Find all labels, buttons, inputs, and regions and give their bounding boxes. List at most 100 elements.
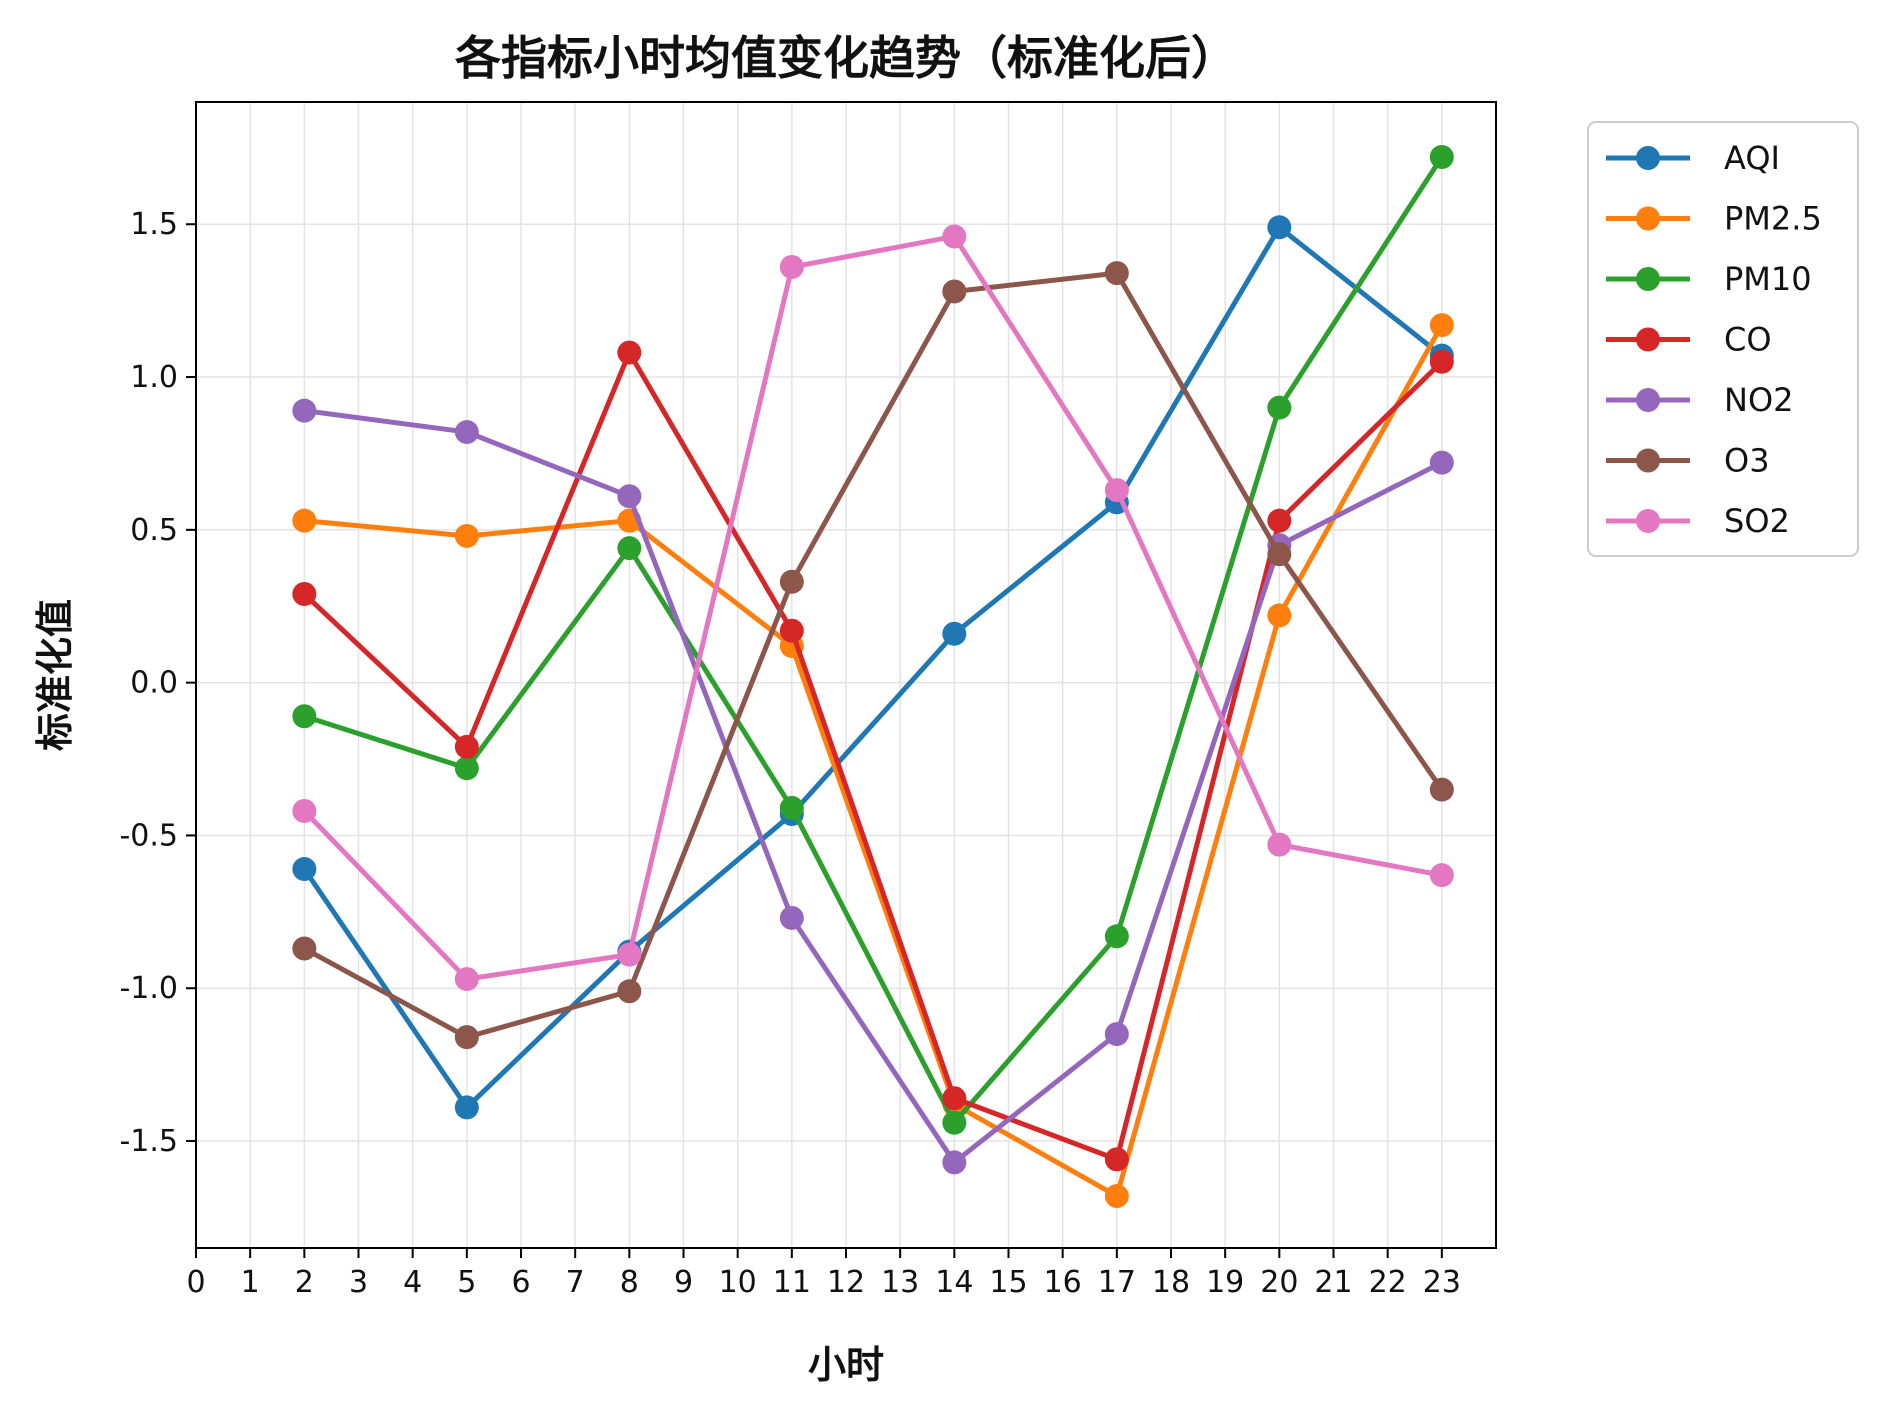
y-tick-label: -1.5 xyxy=(119,1124,178,1159)
data-point xyxy=(1267,542,1292,567)
data-point xyxy=(1104,1022,1129,1047)
series-line xyxy=(301,154,1445,1126)
data-point xyxy=(617,340,642,365)
data-point xyxy=(942,1150,967,1175)
data-point xyxy=(617,979,642,1004)
legend: AQI PM2.5 PM10 CO NO2 O3 SO2 xyxy=(1587,121,1859,557)
legend-label: AQI xyxy=(1724,139,1780,177)
legend-marker xyxy=(1636,327,1660,352)
x-tick-label: 14 xyxy=(935,1265,973,1300)
data-point xyxy=(292,398,317,423)
data-point xyxy=(1104,1184,1129,1209)
y-tick-label: -1.0 xyxy=(119,971,178,1006)
data-point xyxy=(1429,450,1454,475)
x-tick-label: 21 xyxy=(1314,1265,1352,1300)
data-point xyxy=(1267,215,1292,240)
data-point xyxy=(292,936,317,961)
data-point xyxy=(454,734,479,759)
series-line xyxy=(301,233,1445,982)
data-point xyxy=(942,621,967,646)
data-point xyxy=(454,420,479,445)
data-point xyxy=(1104,1147,1129,1172)
data-point xyxy=(1104,924,1129,949)
data-point xyxy=(1429,349,1454,374)
x-tick-label: 23 xyxy=(1423,1265,1461,1300)
x-tick-label: 19 xyxy=(1206,1265,1244,1300)
data-point xyxy=(942,1086,967,1111)
legend-box xyxy=(1587,121,1859,557)
x-tick-label: 20 xyxy=(1260,1265,1298,1300)
x-tick-label: 0 xyxy=(186,1265,205,1300)
x-tick-label: 3 xyxy=(349,1265,368,1300)
chart-title: 各指标小时均值变化趋势（标准化后） xyxy=(455,31,1237,85)
data-point xyxy=(292,508,317,533)
x-tick-label: 22 xyxy=(1369,1265,1407,1300)
data-point xyxy=(942,279,967,304)
data-point xyxy=(617,484,642,509)
data-point xyxy=(779,905,804,930)
data-point xyxy=(942,1110,967,1135)
legend-item: AQI xyxy=(1606,139,1780,177)
x-tick-label: 11 xyxy=(773,1265,811,1300)
x-tick-label: 18 xyxy=(1152,1265,1190,1300)
data-point xyxy=(292,704,317,729)
legend-marker xyxy=(1636,448,1660,473)
legend-marker xyxy=(1636,509,1660,533)
x-tick-label: 2 xyxy=(295,1265,314,1300)
x-tick-label: 4 xyxy=(403,1265,422,1300)
data-point xyxy=(779,255,804,280)
data-point xyxy=(1104,261,1129,286)
x-tick-label: 17 xyxy=(1098,1265,1136,1300)
series-so2 xyxy=(292,224,1454,992)
data-point xyxy=(942,224,967,249)
data-point xyxy=(1267,395,1292,420)
legend-label: PM2.5 xyxy=(1724,200,1822,238)
y-axis-ticks: -1.5 -1.0 -0.5 0.0 0.5 1.0 1.5 xyxy=(119,207,196,1159)
series-line xyxy=(301,224,1445,1110)
x-tick-label: 9 xyxy=(674,1265,693,1300)
x-tick-label: 16 xyxy=(1044,1265,1082,1300)
grid xyxy=(195,102,1496,1248)
data-point xyxy=(454,1025,479,1050)
x-tick-label: 12 xyxy=(827,1265,865,1300)
series-o3 xyxy=(292,261,1454,1050)
legend-label: SO2 xyxy=(1724,502,1790,540)
x-axis-label: 小时 xyxy=(808,1343,884,1387)
legend-item: CO xyxy=(1606,321,1772,359)
y-tick-label: 0.5 xyxy=(130,513,178,548)
data-point xyxy=(1267,508,1292,533)
data-point xyxy=(454,756,479,781)
data-point xyxy=(779,618,804,643)
legend-label: CO xyxy=(1724,321,1772,359)
legend-marker xyxy=(1636,206,1660,231)
legend-item: SO2 xyxy=(1606,502,1790,540)
y-tick-label: 1.0 xyxy=(130,360,178,395)
data-point xyxy=(454,967,479,992)
data-point xyxy=(617,536,642,561)
data-point xyxy=(779,569,804,594)
x-tick-label: 6 xyxy=(511,1265,530,1300)
series-line xyxy=(301,270,1445,1040)
x-tick-label: 13 xyxy=(881,1265,919,1300)
data-point xyxy=(1429,145,1454,170)
x-tick-label: 5 xyxy=(457,1265,476,1300)
y-tick-label: 0.0 xyxy=(130,666,178,701)
legend-item: PM2.5 xyxy=(1606,200,1822,238)
x-tick-label: 8 xyxy=(620,1265,639,1300)
data-point xyxy=(779,795,804,820)
legend-label: PM10 xyxy=(1724,260,1812,298)
legend-marker xyxy=(1636,146,1660,170)
data-point xyxy=(454,1095,479,1120)
data-point xyxy=(292,857,317,882)
data-point xyxy=(454,523,479,548)
data-point xyxy=(1104,478,1129,503)
series-line xyxy=(301,322,1445,1199)
y-axis-label: 标准化值 xyxy=(33,599,77,751)
data-point xyxy=(1267,603,1292,628)
data-point xyxy=(1429,863,1454,888)
data-point xyxy=(292,582,317,607)
legend-label: O3 xyxy=(1724,442,1770,480)
data-point xyxy=(1267,832,1292,857)
data-point xyxy=(617,942,642,967)
